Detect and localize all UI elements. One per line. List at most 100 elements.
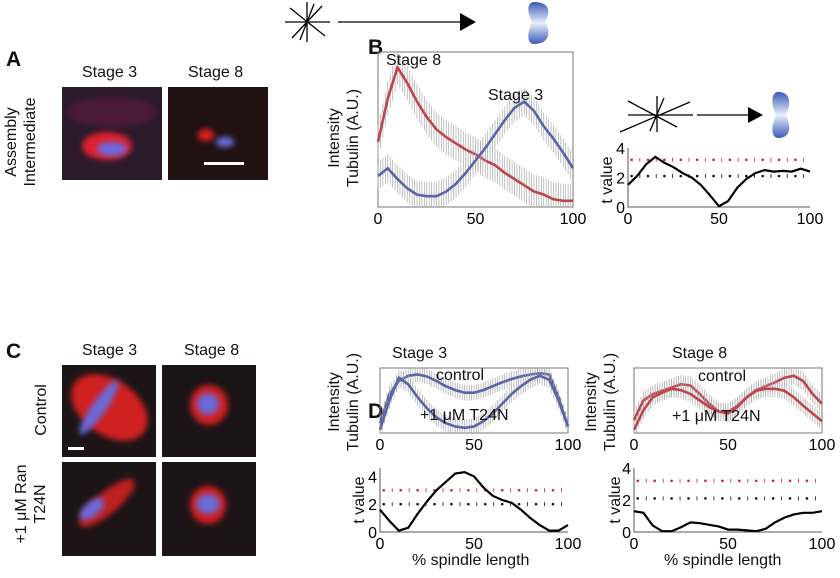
- threshold-mark: [679, 174, 683, 178]
- threshold-mark: [636, 497, 640, 500]
- arrow-icon: [338, 13, 476, 31]
- threshold-mark: [517, 502, 521, 506]
- d8-ylabel-2: Tubulin (A.U.): [602, 352, 619, 452]
- threshold-mark: [517, 488, 521, 492]
- axes: [633, 468, 822, 533]
- micrograph-a-stage3: [62, 87, 162, 180]
- threshold-mark: [712, 174, 715, 178]
- threshold-mark: [712, 158, 715, 162]
- d3-xlabel: % spindle length: [412, 552, 530, 569]
- threshold-mark: [467, 488, 470, 492]
- x-tick-label: 100: [555, 536, 582, 553]
- threshold-mark: [653, 479, 656, 483]
- spindle-icon: [772, 92, 790, 138]
- threshold-mark: [551, 488, 555, 492]
- threshold-mark: [653, 497, 656, 500]
- series-line--1-m-t24n: [378, 374, 570, 431]
- threshold-mark: [788, 479, 792, 483]
- x-tick-label: 100: [560, 211, 587, 228]
- threshold-mark: [695, 174, 699, 178]
- threshold-mark: [771, 497, 775, 500]
- threshold-mark: [777, 174, 781, 178]
- x-tick-label: 100: [809, 437, 836, 454]
- b-ylabel-1: Intensity: [326, 108, 343, 168]
- arrow-icon: [697, 107, 763, 123]
- threshold-mark: [794, 158, 797, 162]
- threshold-mark: [450, 502, 453, 506]
- y-tick-label: 0: [622, 525, 631, 542]
- y-tick-label: 2: [616, 171, 625, 188]
- y-tick-label: 4: [616, 141, 625, 158]
- b-label-stage8: Stage 8: [386, 52, 442, 69]
- series-line--1-m-t24n: [632, 387, 823, 431]
- axes-frame: [633, 367, 823, 434]
- d3-ylabel-2: Tubulin (A.U.): [345, 352, 362, 452]
- aster-icon: [619, 96, 693, 133]
- threshold-mark: [663, 158, 666, 162]
- a-col-stage3: Stage 3: [82, 64, 138, 81]
- threshold-mark: [483, 502, 487, 506]
- x-tick-label: 100: [809, 536, 836, 553]
- B-profile-chart: [376, 51, 575, 208]
- threshold-mark: [695, 158, 699, 162]
- D3-t-chart: [379, 468, 569, 533]
- threshold-mark: [788, 497, 792, 500]
- d3-label-t24n: +1 μM T24N: [420, 407, 509, 424]
- aster-icon: [285, 2, 330, 42]
- D8-t-chart: [633, 468, 823, 533]
- d8-xlabel: % spindle length: [664, 552, 782, 569]
- threshold-mark: [433, 502, 436, 506]
- threshold-mark: [630, 158, 633, 162]
- threshold-mark: [794, 174, 797, 178]
- x-tick-label: 0: [630, 437, 639, 454]
- threshold-mark: [721, 497, 724, 500]
- panel-label-b: B: [368, 36, 384, 59]
- panel-label-c: C: [6, 340, 22, 363]
- d3-t-ylabel: t value: [351, 476, 368, 524]
- threshold-mark: [745, 158, 748, 162]
- threshold-mark: [534, 488, 538, 492]
- x-tick-label: 0: [624, 211, 633, 228]
- x-tick-label: 0: [630, 536, 639, 553]
- a-col-stage8: Stage 8: [188, 64, 244, 81]
- spindle-icon: [528, 2, 549, 44]
- micrograph-c-control-stage8: [162, 365, 256, 457]
- b-ylabel-2: Tubulin (A.U.): [345, 88, 362, 188]
- B-t-chart: [627, 148, 811, 208]
- d8-title: Stage 8: [672, 345, 728, 362]
- threshold-mark: [500, 502, 504, 506]
- threshold-mark: [636, 479, 640, 483]
- d8-ylabel: Intensity Tubulin (A.U.): [582, 352, 622, 452]
- x-tick-label: 50: [719, 437, 737, 454]
- axes: [627, 148, 810, 208]
- y-tick-label: 2: [368, 497, 377, 514]
- d8-ylabel-1: Intensity: [583, 372, 600, 432]
- x-tick-label: 0: [376, 437, 385, 454]
- d8-label-control: control: [698, 368, 747, 385]
- x-tick-label: 0: [376, 536, 385, 553]
- threshold-mark: [551, 502, 555, 506]
- x-tick-label: 50: [465, 437, 483, 454]
- threshold-mark: [704, 497, 707, 500]
- d3-ylabel: Intensity Tubulin (A.U.): [325, 352, 365, 452]
- threshold-mark: [745, 174, 748, 178]
- y-tick-label: 4: [368, 469, 377, 486]
- threshold-mark: [687, 497, 690, 500]
- t-value-line: [633, 510, 823, 533]
- c-col-stage8: Stage 8: [184, 342, 240, 359]
- threshold-mark: [416, 502, 419, 506]
- threshold-mark: [679, 158, 683, 162]
- threshold-mark: [416, 488, 419, 492]
- d3-label-control: control: [436, 367, 485, 384]
- bt-ylabel: t value: [599, 156, 616, 204]
- threshold-mark: [771, 479, 775, 483]
- d3-ylabel-1: Intensity: [326, 372, 343, 432]
- threshold-mark: [704, 479, 707, 483]
- threshold-mark: [728, 158, 732, 162]
- threshold-mark: [534, 502, 538, 506]
- x-tick-label: 50: [465, 536, 483, 553]
- c-col-stage3: Stage 3: [82, 342, 138, 359]
- d8-t-ylabel: t value: [607, 476, 624, 524]
- threshold-mark: [646, 158, 650, 162]
